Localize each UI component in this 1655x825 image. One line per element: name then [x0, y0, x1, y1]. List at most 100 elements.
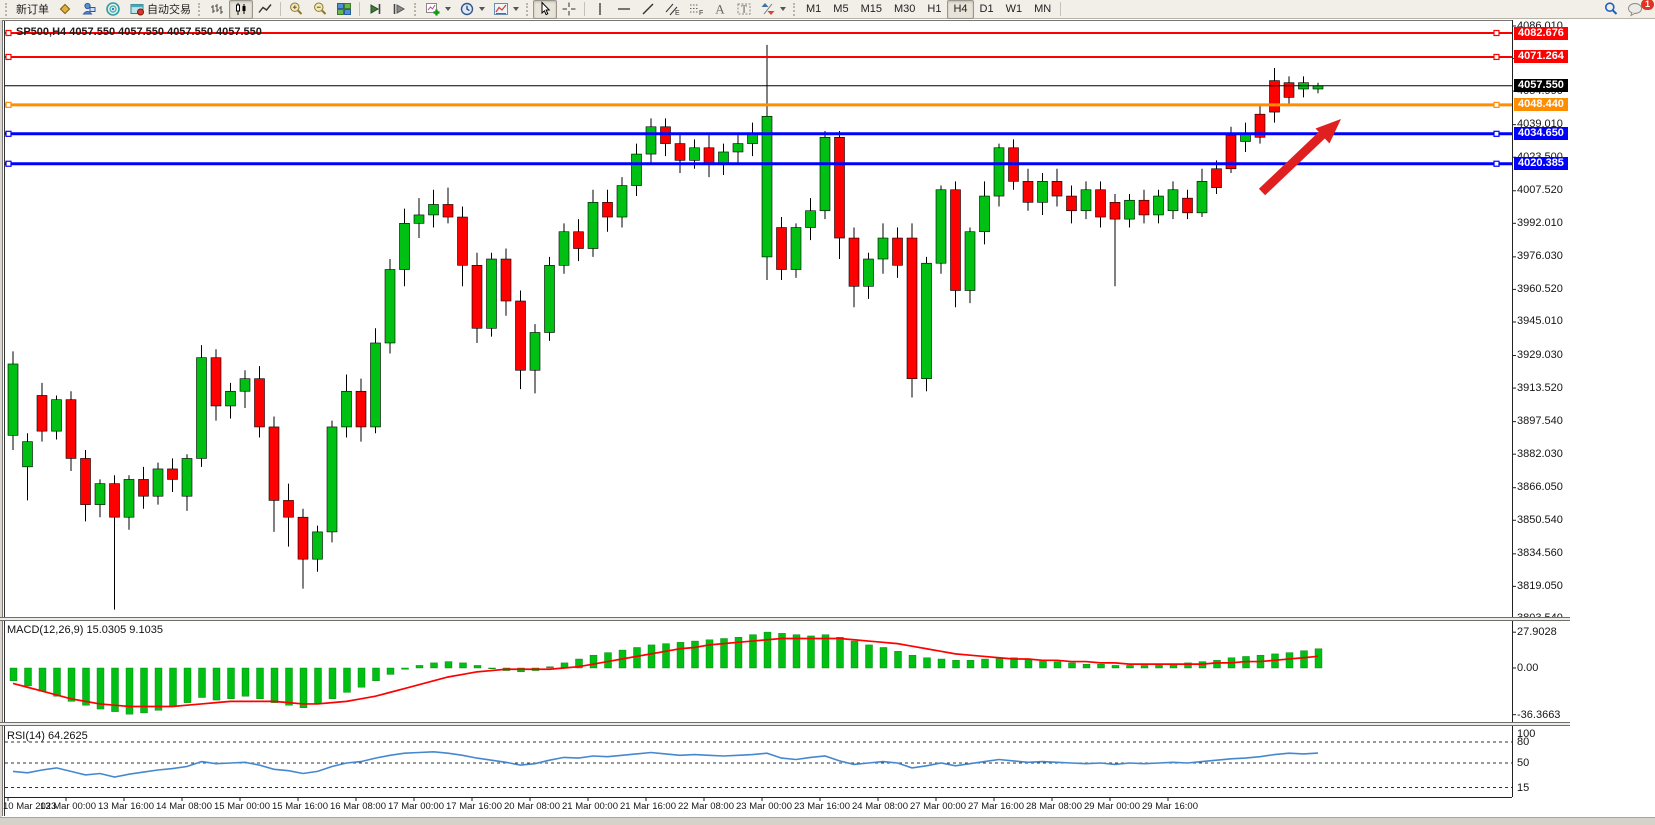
macd-tick-label: -36.3663 — [1517, 708, 1561, 721]
price-tick-label: 3976.030 — [1517, 250, 1563, 263]
trendline-button[interactable] — [636, 0, 660, 19]
text-icon: A — [712, 1, 728, 17]
templates-icon — [493, 1, 509, 17]
auto-scroll-button[interactable] — [363, 0, 387, 19]
macd-tick-label: 0.00 — [1517, 662, 1539, 674]
templates-button[interactable] — [489, 0, 523, 19]
indicators-button[interactable] — [421, 0, 455, 19]
date-label: 24 Mar 08:00 — [852, 801, 908, 812]
toolbar-separator — [1060, 2, 1062, 16]
timeframe-h4[interactable]: H4 — [947, 0, 974, 19]
date-label: 15 Mar 16:00 — [272, 801, 328, 812]
annotation-arrow — [1258, 119, 1341, 196]
chat-icon — [1627, 1, 1645, 17]
date-label: 29 Mar 16:00 — [1142, 801, 1198, 812]
zoom-out-icon — [312, 1, 328, 17]
macd-tick-label: 27.9028 — [1517, 626, 1557, 639]
toolbar-separator — [584, 2, 585, 16]
timeframe-m1[interactable]: M1 — [806, 3, 822, 15]
auto-scroll-icon — [367, 1, 383, 17]
price-badge: 4034.650 — [1514, 127, 1568, 141]
crosshair-button[interactable] — [557, 0, 581, 19]
timeframe-m30[interactable]: M30 — [893, 3, 916, 15]
tile-windows-button[interactable] — [332, 0, 356, 19]
vertical-line-icon — [592, 1, 608, 17]
market-watch-icon — [81, 1, 97, 17]
price-tick-label: 3960.520 — [1517, 282, 1563, 295]
price-badge: 4071.264 — [1514, 50, 1568, 64]
date-label: 17 Mar 00:00 — [388, 801, 444, 812]
data-window-button[interactable] — [101, 0, 125, 19]
timeframe-mn[interactable]: MN — [1034, 3, 1052, 15]
equidistant-channel-icon: E — [664, 1, 680, 17]
clock-icon — [459, 1, 475, 17]
cursor-button[interactable] — [533, 0, 557, 19]
date-label: 29 Mar 00:00 — [1084, 801, 1140, 812]
new-chart-button[interactable] — [53, 0, 77, 19]
search-icon — [1603, 1, 1619, 17]
price-tick-label: 3882.030 — [1517, 447, 1563, 460]
rsi-tick-label: 80 — [1517, 736, 1530, 748]
zoom-in-button[interactable] — [284, 0, 308, 19]
window-left-margin — [0, 20, 2, 818]
horizontal-line-button[interactable] — [612, 0, 636, 19]
timeframe-m5[interactable]: M5 — [833, 3, 849, 15]
line-chart-button[interactable] — [253, 0, 277, 19]
rsi-panel-separator[interactable] — [0, 722, 1570, 726]
date-label: 23 Mar 16:00 — [794, 801, 850, 812]
vertical-line-button[interactable] — [588, 0, 612, 19]
date-label: 13 Mar 00:00 — [40, 801, 96, 812]
status-strip — [0, 817, 1655, 825]
fibonacci-button[interactable]: F — [684, 0, 708, 19]
svg-text:A: A — [715, 2, 725, 17]
toolbar-grip — [793, 2, 797, 16]
timeframe-d1[interactable]: D1 — [979, 3, 994, 15]
arrows-button[interactable] — [756, 0, 790, 19]
macd-panel — [9, 631, 1323, 715]
candlestick-chart-button[interactable] — [229, 0, 253, 19]
svg-text:F: F — [699, 10, 703, 17]
equidistant-channel-button[interactable]: E — [660, 0, 684, 19]
price-tick-label: 3866.050 — [1517, 481, 1563, 494]
chevron-down-icon — [479, 7, 485, 11]
zoom-out-button[interactable] — [308, 0, 332, 19]
date-label: 10 Mar 2023 — [3, 801, 57, 812]
chart-frame — [2, 20, 1513, 816]
price-badge: 4048.440 — [1514, 98, 1568, 112]
price-tick-label: 3945.010 — [1517, 315, 1563, 328]
radar-icon — [105, 1, 121, 17]
timeframe-w1[interactable]: W1 — [1005, 3, 1023, 15]
new-order-button[interactable]: 新订单 — [12, 0, 53, 19]
price-tick-label: 3897.540 — [1517, 415, 1563, 428]
svg-text:T: T — [741, 5, 747, 16]
chart-title: SP500,H4 4057.550 4057.550 4057.550 4057… — [16, 26, 262, 38]
price-badge: 4020.385 — [1514, 157, 1568, 171]
text-button[interactable]: A — [708, 0, 732, 19]
horizontal-line-icon — [616, 1, 632, 17]
toolbar-grip — [414, 2, 418, 16]
search-button[interactable] — [1599, 0, 1623, 19]
chart-shift-button[interactable] — [387, 0, 411, 19]
chart-shift-icon — [391, 1, 407, 17]
date-label: 15 Mar 00:00 — [214, 801, 270, 812]
date-label: 17 Mar 16:00 — [446, 801, 502, 812]
macd-label: MACD(12,26,9) 15.0305 9.1035 — [7, 624, 163, 636]
timeframe-m15[interactable]: M15 — [860, 3, 882, 15]
date-label: 27 Mar 00:00 — [910, 801, 966, 812]
chat-button[interactable]: 1 — [1623, 0, 1654, 19]
current-price-badge: 4057.550 — [1514, 79, 1568, 93]
auto-trading-button[interactable]: 自动交易 — [125, 0, 195, 19]
price-badge: 4082.676 — [1514, 26, 1568, 40]
new-order-label: 新订单 — [16, 4, 49, 16]
market-watch-button[interactable] — [77, 0, 101, 19]
toolbar-separator — [359, 2, 360, 16]
bar-chart-button[interactable] — [205, 0, 229, 19]
date-label: 28 Mar 08:00 — [1026, 801, 1082, 812]
periods-button[interactable] — [455, 0, 489, 19]
rsi-tick-label: 50 — [1517, 757, 1530, 769]
macd-panel-separator[interactable] — [0, 617, 1570, 621]
text-label-button[interactable]: T — [732, 0, 756, 19]
timeframe-h1[interactable]: H1 — [927, 3, 942, 15]
toolbar-separator — [280, 2, 281, 16]
